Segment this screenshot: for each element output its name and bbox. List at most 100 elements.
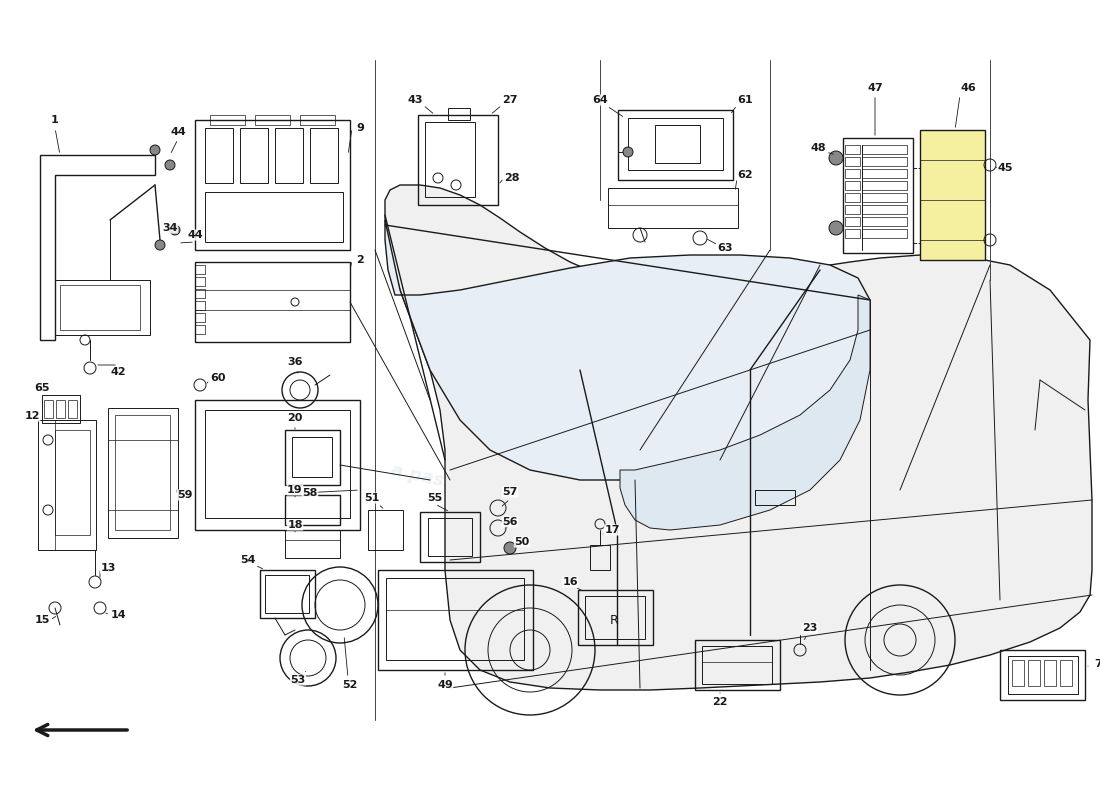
Text: 27: 27 [503,95,518,105]
Bar [862,169,907,178]
Text: 15: 15 [34,615,50,625]
Bar [845,229,860,238]
Bar [1044,660,1056,686]
Bar [195,265,205,274]
Text: 60: 60 [210,373,225,383]
Bar [195,313,205,322]
Circle shape [170,225,180,235]
Text: 65: 65 [34,383,50,393]
Bar [862,157,907,166]
Bar [386,578,524,660]
Bar [39,420,96,550]
Text: 17: 17 [604,525,619,535]
Text: 22: 22 [713,697,728,707]
Bar [862,205,907,214]
Bar [590,545,610,570]
Text: 50: 50 [515,537,529,547]
Text: euroFCPS: euroFCPS [441,289,879,511]
Text: 16: 16 [562,577,578,587]
Bar [920,130,984,260]
Text: 43: 43 [407,95,422,105]
Bar [68,400,77,418]
Bar [654,125,700,163]
Bar [695,640,780,690]
Text: 14: 14 [110,610,125,620]
Bar [205,128,233,183]
Text: 47: 47 [867,83,883,93]
Bar [845,157,860,166]
Bar [116,415,170,530]
Bar [195,120,350,250]
Bar [205,192,343,242]
Text: 56: 56 [503,517,518,527]
Bar [195,301,205,310]
Text: 64: 64 [592,95,608,105]
Bar [862,217,907,226]
Bar [56,400,65,418]
Bar [255,115,290,125]
Bar [862,145,907,154]
Text: 58: 58 [302,488,318,498]
Bar [195,289,205,298]
Bar [285,530,340,558]
Bar [265,575,309,613]
Text: 55: 55 [428,493,442,503]
Bar [1000,650,1085,700]
Bar [195,325,205,334]
Bar [845,205,860,214]
Text: 9: 9 [356,123,364,133]
Text: 46: 46 [960,83,976,93]
Text: 13: 13 [100,563,116,573]
Text: 19: 19 [287,485,303,495]
Text: 63: 63 [717,243,733,253]
Bar [260,570,315,618]
Text: 44: 44 [170,127,186,137]
Circle shape [623,147,632,157]
Bar [420,512,480,562]
Bar [628,118,723,170]
Text: 12: 12 [24,411,40,421]
Bar [845,181,860,190]
Bar [1008,656,1078,694]
Bar [618,110,733,180]
Text: R: R [609,614,618,626]
Bar [428,518,472,556]
Text: 18: 18 [287,520,303,530]
Polygon shape [620,295,870,530]
Bar [368,510,403,550]
Bar [845,193,860,202]
Bar [55,280,150,335]
Bar [862,193,907,202]
Bar [862,181,907,190]
Bar [418,115,498,205]
Bar [210,115,245,125]
Bar [845,145,860,154]
Text: 61: 61 [737,95,752,105]
Bar [1028,660,1040,686]
Circle shape [829,151,843,165]
Bar [195,400,360,530]
Bar [42,395,80,423]
Circle shape [165,160,175,170]
Polygon shape [385,220,870,480]
Text: 34: 34 [163,223,178,233]
Text: 54: 54 [240,555,255,565]
Bar [1012,660,1024,686]
Polygon shape [385,185,1092,690]
Bar [205,410,350,518]
Circle shape [829,221,843,235]
Bar [285,430,340,485]
Text: a passion for parts online 1ge...: a passion for parts online 1ge... [389,462,711,546]
Bar [310,128,338,183]
Bar [585,596,645,639]
Text: 7: 7 [1094,659,1100,669]
Bar [425,122,475,197]
Text: 52: 52 [342,680,358,690]
Text: 23: 23 [802,623,817,633]
Bar [60,285,140,330]
Text: 44: 44 [187,230,202,240]
Text: 49: 49 [437,680,453,690]
Text: 48: 48 [811,143,826,153]
Bar [378,570,534,670]
Bar [195,262,350,342]
